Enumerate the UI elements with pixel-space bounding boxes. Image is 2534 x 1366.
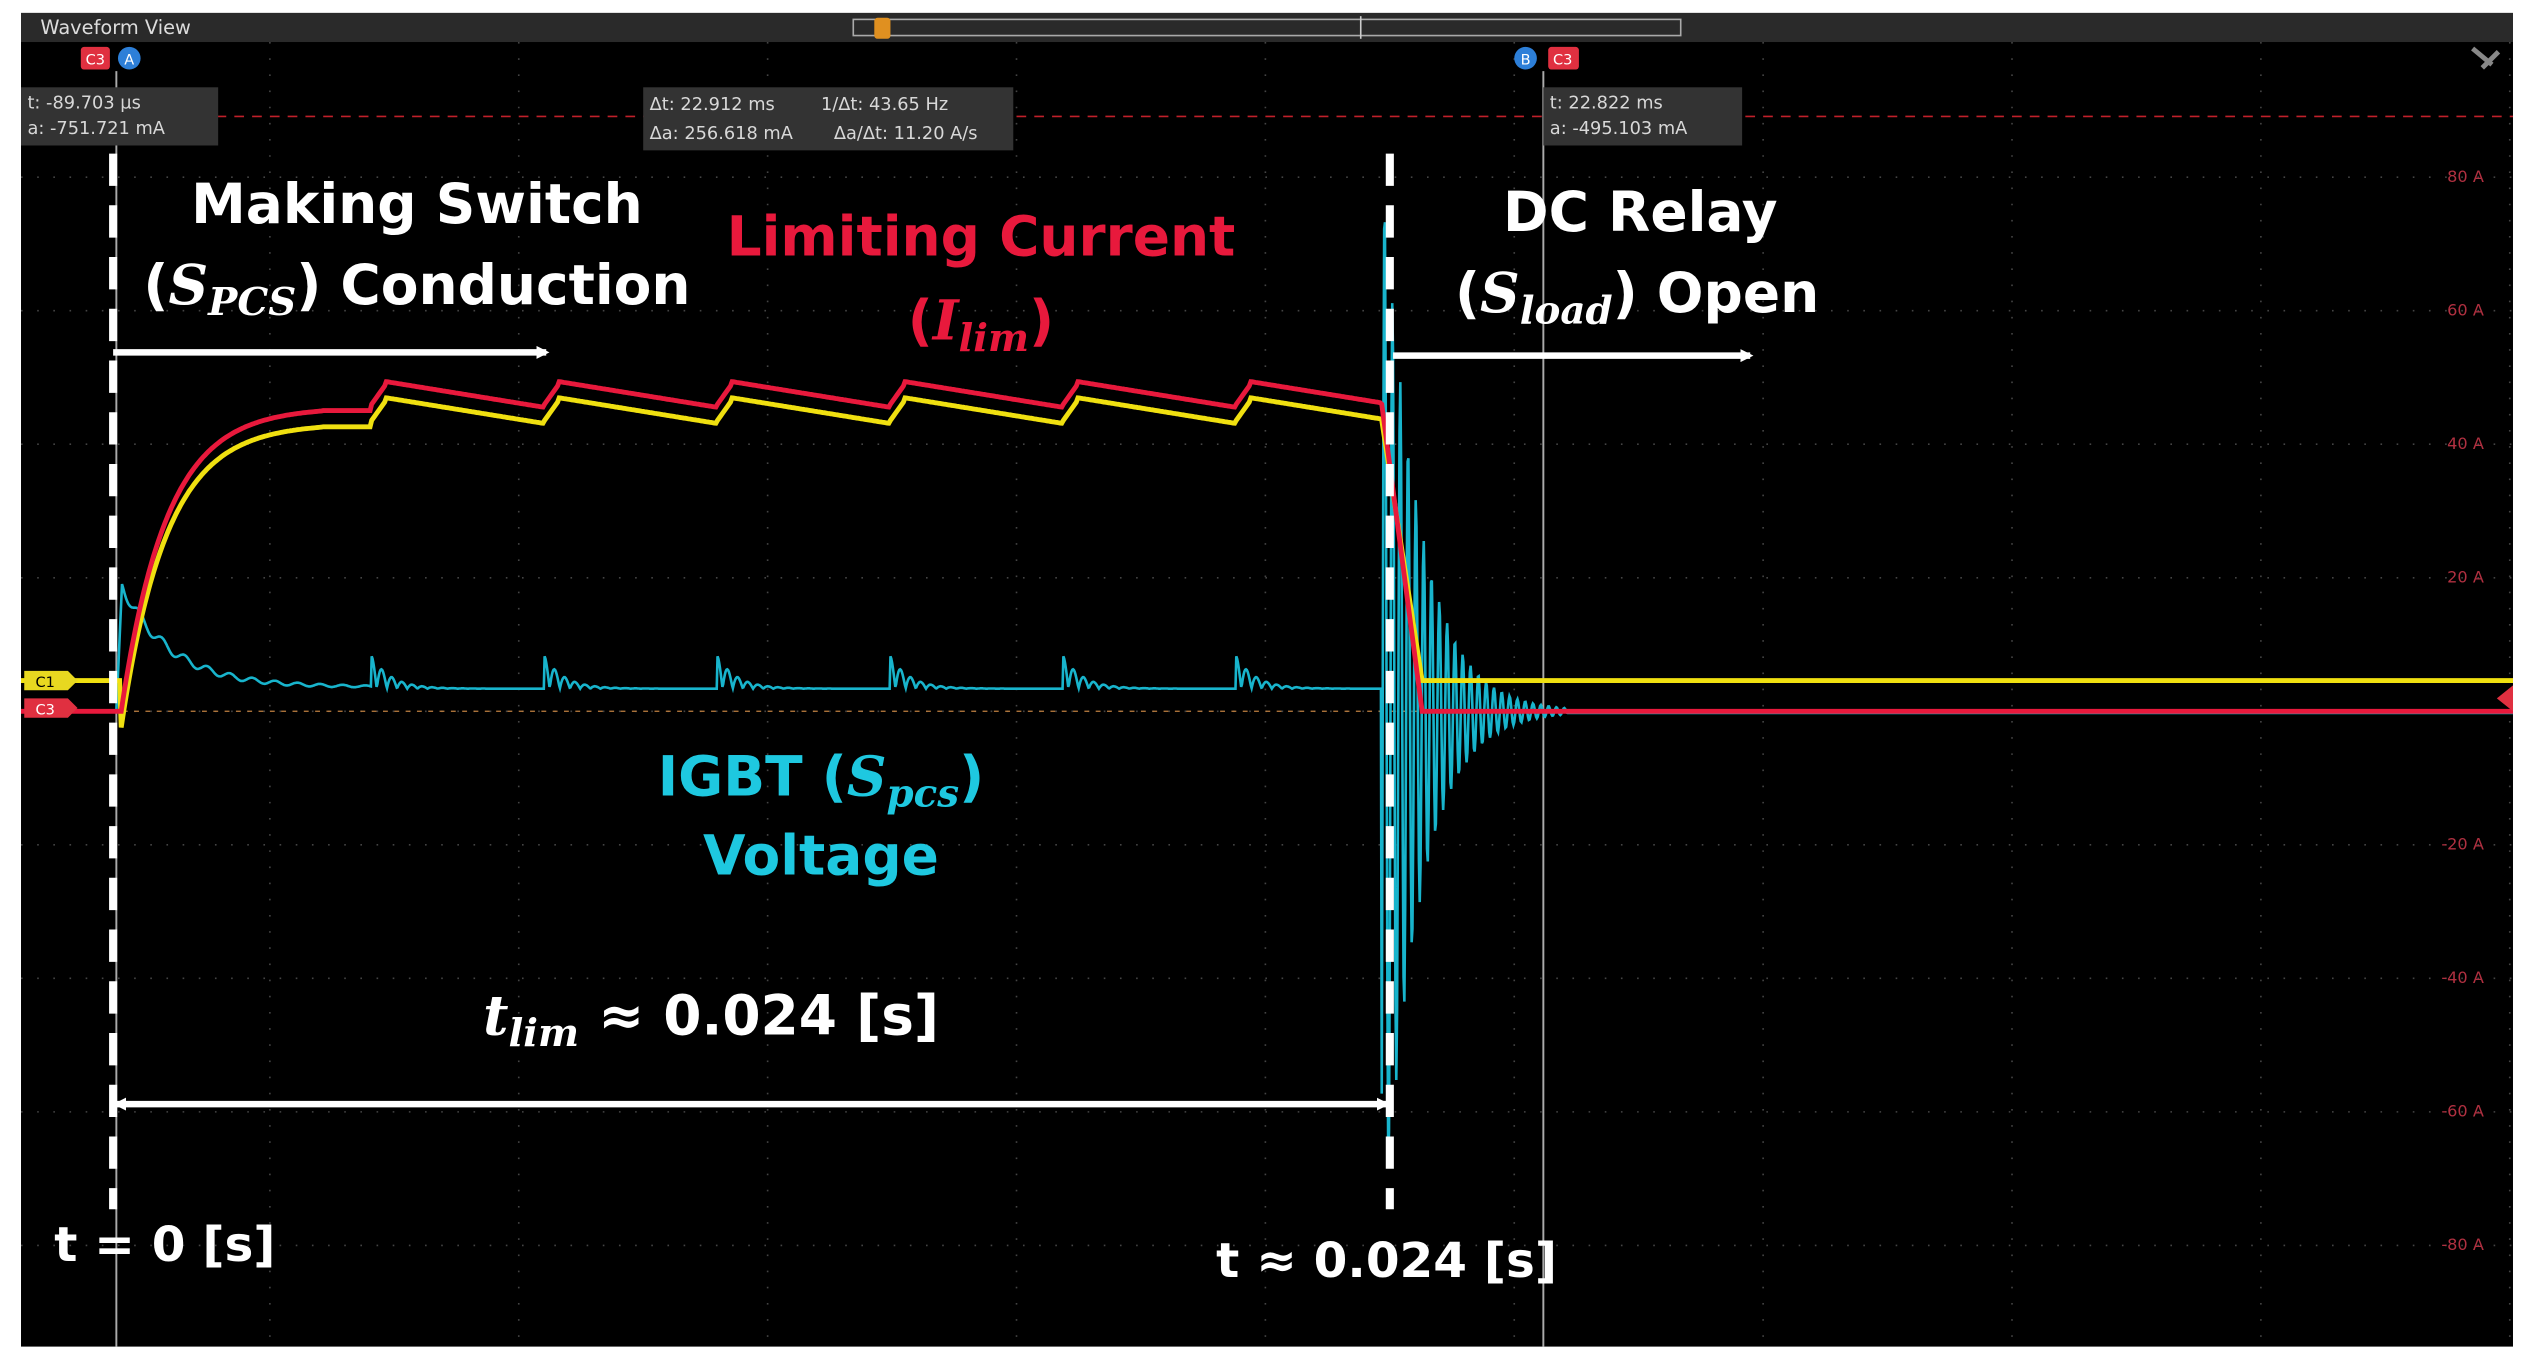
zoom-scroll[interactable] bbox=[852, 18, 1682, 37]
scale-label: -60 A bbox=[2441, 1102, 2484, 1121]
cursor-badge-label: A bbox=[124, 53, 134, 69]
scale-label: 20 A bbox=[2447, 568, 2484, 587]
scale-label: 40 A bbox=[2447, 434, 2484, 453]
cursor-badge[interactable] bbox=[1514, 46, 1537, 70]
cursor-badge-label: C3 bbox=[86, 53, 105, 69]
channel-label: C1 bbox=[36, 675, 55, 691]
text: IGBT ( bbox=[658, 744, 847, 808]
readout: Δa: 256.618 mA bbox=[650, 124, 793, 144]
cursor-badge[interactable] bbox=[1548, 46, 1579, 70]
scale-label: 80 A bbox=[2447, 167, 2484, 186]
readout-box bbox=[21, 87, 219, 146]
scale-label: -20 A bbox=[2441, 835, 2484, 854]
readout: 1/Δt: 43.65 Hz bbox=[821, 95, 948, 115]
annotation: Voltage bbox=[703, 824, 939, 888]
cursor-badge[interactable] bbox=[80, 46, 110, 70]
readout: a: -495.103 mA bbox=[1550, 119, 1687, 139]
channel-marker[interactable] bbox=[24, 698, 78, 718]
scale-label: 60 A bbox=[2447, 301, 2484, 320]
annotation: Making Switch bbox=[191, 172, 643, 236]
annotation: (Sload) Open bbox=[1455, 260, 1819, 333]
annotation: (SPCS) Conduction bbox=[143, 252, 690, 325]
variable: S bbox=[168, 252, 208, 317]
annotation: t = 0 [s] bbox=[54, 1217, 275, 1273]
waveforms bbox=[21, 222, 2513, 1158]
variable: S bbox=[847, 743, 887, 808]
readout-box bbox=[643, 87, 1014, 151]
readout-box bbox=[1543, 87, 1743, 146]
tool-icon[interactable] bbox=[2471, 46, 2501, 70]
cursor-badge-label: B bbox=[1521, 53, 1531, 69]
limiting-current-trace bbox=[21, 379, 2513, 714]
readout: t: -89.703 µs bbox=[27, 93, 140, 113]
text: ( bbox=[908, 288, 933, 352]
annotation: (Ilim) bbox=[908, 287, 1054, 360]
subscript: PCS bbox=[207, 280, 296, 325]
subscript: lim bbox=[959, 316, 1029, 361]
readout: t: 22.822 ms bbox=[1550, 93, 1663, 113]
title-bar bbox=[21, 12, 2513, 43]
annotation: tlim ≈ 0.024 [s] bbox=[483, 983, 939, 1056]
subscript: lim bbox=[508, 1011, 578, 1056]
text: ( bbox=[143, 253, 168, 317]
text: ≈ 0.024 [s] bbox=[579, 984, 939, 1048]
channel-label: C3 bbox=[36, 703, 55, 719]
text: ) bbox=[959, 744, 984, 808]
annotation: Limiting Current bbox=[727, 204, 1236, 268]
scale-labels: 80 A 60 A 40 A 20 A -20 A -40 A -60 A -80 A bbox=[2441, 167, 2484, 1254]
offset-marker bbox=[2496, 685, 2513, 712]
text: ) Conduction bbox=[296, 253, 690, 317]
subscript: pcs bbox=[887, 772, 960, 817]
channel-marker[interactable] bbox=[24, 670, 78, 691]
readout: Δa/Δt: 11.20 A/s bbox=[834, 124, 978, 144]
window-title: Waveform View bbox=[40, 16, 191, 39]
scale-label: -80 A bbox=[2441, 1235, 2484, 1254]
trigger-marker bbox=[874, 17, 891, 39]
readout: Δt: 22.912 ms bbox=[650, 95, 775, 115]
variable: S bbox=[1480, 260, 1520, 325]
annotation: DC Relay bbox=[1503, 180, 1778, 244]
variable: t bbox=[483, 983, 508, 1048]
text: ) Open bbox=[1613, 261, 1820, 325]
annotation: t ≈ 0.024 [s] bbox=[1216, 1233, 1557, 1289]
cursor-badge-label: C3 bbox=[1553, 53, 1572, 69]
readout: a: -751.721 mA bbox=[27, 119, 164, 139]
current-trace bbox=[21, 395, 2513, 728]
text: ) bbox=[1029, 288, 1054, 352]
subscript: load bbox=[1520, 288, 1613, 333]
annotation: IGBT (Spcs) bbox=[658, 743, 984, 816]
cursor-badge[interactable] bbox=[117, 46, 141, 70]
scale-label: -40 A bbox=[2441, 968, 2484, 987]
variable: I bbox=[931, 287, 961, 352]
text: ( bbox=[1455, 261, 1480, 325]
